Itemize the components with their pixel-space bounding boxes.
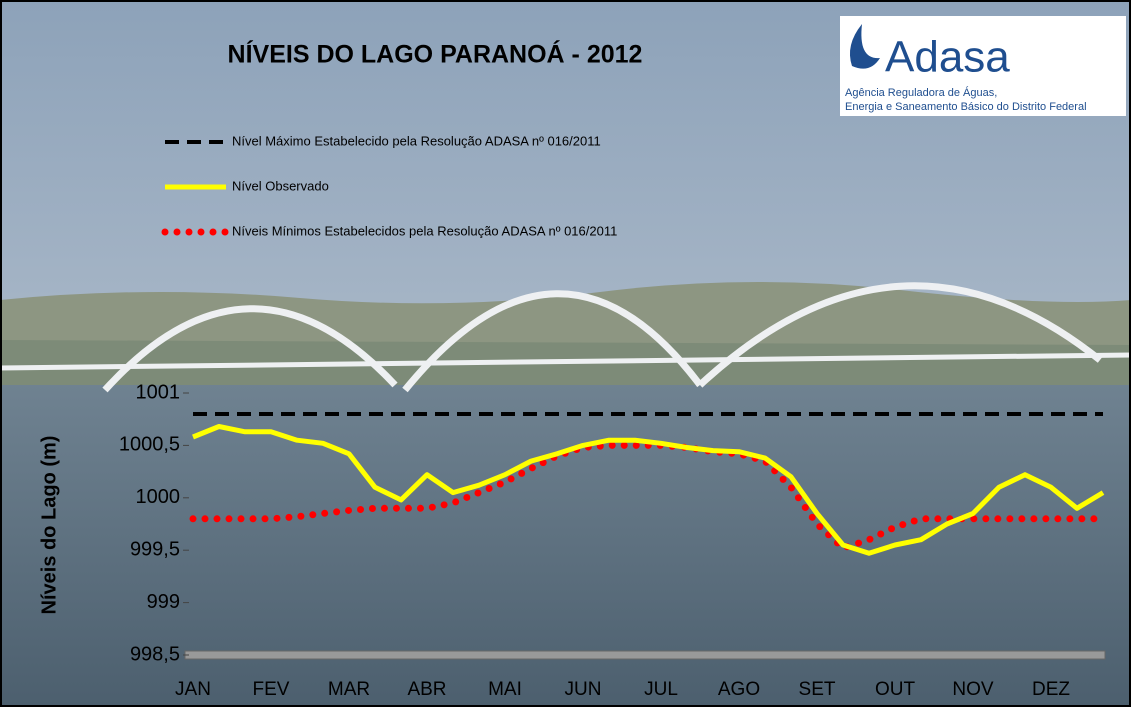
- x-tick-label: SET: [799, 679, 836, 700]
- logo-name: Adasa: [885, 33, 1010, 82]
- logo-line: Energia e Saneamento Básico do Distrito …: [845, 101, 1087, 113]
- chart: NÍVEIS DO LAGO PARANOÁ - 2012 Adasa Agên…: [0, 0, 1131, 707]
- x-tick-label: JAN: [175, 679, 211, 700]
- y-tick-label: 998,5: [130, 643, 180, 665]
- x-tick-label: NOV: [952, 679, 994, 700]
- x-tick-label: JUL: [644, 679, 678, 700]
- x-axis: [185, 651, 1105, 659]
- legend-label: Níveis Mínimos Estabelecidos pela Resolu…: [232, 223, 617, 238]
- x-tick-label: DEZ: [1032, 679, 1070, 700]
- legend-label: Nível Observado: [232, 178, 329, 193]
- legend-label: Nível Máximo Estabelecido pela Resolução…: [232, 133, 601, 148]
- y-axis-label: Níveis do Lago (m): [38, 436, 60, 615]
- chart-title: NÍVEIS DO LAGO PARANOÁ - 2012: [228, 40, 643, 69]
- x-tick-label: FEV: [253, 679, 290, 700]
- logo-line: Agência Reguladora de Águas,: [845, 86, 997, 99]
- page: NÍVEIS DO LAGO PARANOÁ - 2012 Adasa Agên…: [0, 0, 1131, 707]
- x-tick-label: ABR: [407, 679, 446, 700]
- x-tick-label: OUT: [875, 679, 916, 700]
- x-tick-label: MAI: [488, 679, 522, 700]
- y-tick-label: 999: [147, 591, 180, 613]
- y-tick-label: 1000,5: [119, 434, 180, 456]
- y-tick-label: 1001: [136, 381, 181, 403]
- x-tick-label: AGO: [718, 679, 760, 700]
- y-tick-label: 1000: [136, 486, 181, 508]
- y-tick-label: 999,5: [130, 538, 180, 560]
- x-tick-label: JUN: [565, 679, 602, 700]
- x-tick-label: MAR: [328, 679, 370, 700]
